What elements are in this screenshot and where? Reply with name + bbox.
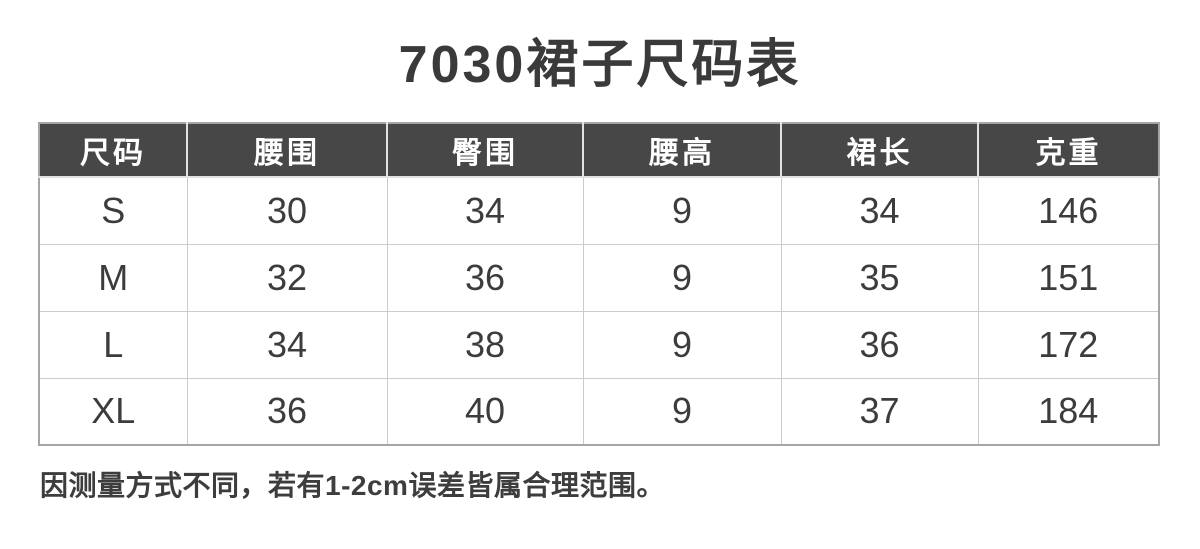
cell-size: S <box>38 176 188 245</box>
cell-gram-weight: 184 <box>977 377 1160 446</box>
table-row-xl: XL 36 40 9 37 184 <box>38 377 1160 446</box>
table-row-m: M 32 36 9 35 151 <box>38 243 1160 312</box>
column-header-size: 尺码 <box>39 123 188 178</box>
cell-waist: 32 <box>186 243 388 312</box>
cell-hip: 40 <box>386 377 584 446</box>
cell-hip: 36 <box>386 243 584 312</box>
cell-skirt-length: 37 <box>780 377 979 446</box>
cell-size: M <box>38 243 188 312</box>
column-header-skirt-length: 裙长 <box>781 123 979 178</box>
cell-waist-height: 9 <box>582 377 782 446</box>
cell-gram-weight: 172 <box>977 310 1160 379</box>
cell-waist-height: 9 <box>582 310 782 379</box>
cell-hip: 38 <box>386 310 584 379</box>
cell-hip: 34 <box>386 176 584 245</box>
measurement-note: 因测量方式不同，若有1-2cm误差皆属合理范围。 <box>40 470 665 501</box>
cell-waist-height: 9 <box>582 176 782 245</box>
cell-gram-weight: 151 <box>977 243 1160 312</box>
column-header-waist-height: 腰高 <box>583 123 782 178</box>
cell-size: L <box>38 310 188 379</box>
cell-skirt-length: 35 <box>780 243 979 312</box>
cell-waist-height: 9 <box>582 243 782 312</box>
table-row-l: L 34 38 9 36 172 <box>38 310 1160 379</box>
column-header-waist: 腰围 <box>187 123 388 178</box>
cell-waist: 34 <box>186 310 388 379</box>
page-title: 7030裙子尺码表 <box>398 36 802 94</box>
cell-size: XL <box>38 377 188 446</box>
size-chart-table: 尺码 腰围 臀围 腰高 裙长 克重 S 30 34 9 34 146 M 32 … <box>38 122 1160 446</box>
cell-waist: 30 <box>186 176 388 245</box>
cell-gram-weight: 146 <box>977 176 1160 245</box>
column-header-gram-weight: 克重 <box>978 123 1159 178</box>
cell-waist: 36 <box>186 377 388 446</box>
cell-skirt-length: 36 <box>780 310 979 379</box>
cell-skirt-length: 34 <box>780 176 979 245</box>
table-row-s: S 30 34 9 34 146 <box>38 176 1160 245</box>
table-header-row: 尺码 腰围 臀围 腰高 裙长 克重 <box>39 123 1159 178</box>
column-header-hip: 臀围 <box>387 123 584 178</box>
